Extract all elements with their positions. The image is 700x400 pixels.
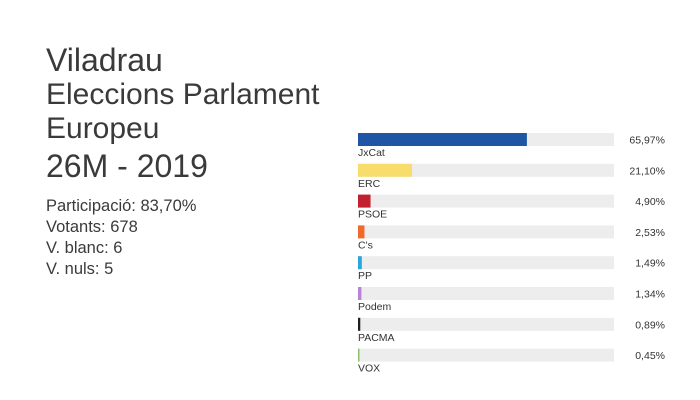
voters-stat: Votants: 678	[46, 218, 138, 236]
category-label-jxcat: JxCat	[358, 147, 385, 159]
value-label-cs: 2,53%	[635, 227, 665, 239]
category-label-vox: VOX	[358, 363, 380, 375]
blank-votes-stat: V. blanc: 6	[46, 239, 123, 257]
bar-erc	[358, 163, 413, 177]
bar-track-erc	[358, 163, 614, 177]
bar-track-vox	[358, 348, 614, 362]
value-label-pp: 1,49%	[635, 258, 665, 270]
bar-track-podem	[358, 287, 614, 300]
bar-cs	[358, 225, 365, 239]
value-label-vox: 0,45%	[635, 350, 665, 362]
bar-jxcat	[358, 133, 527, 146]
bar-pp	[358, 256, 362, 270]
turnout-stats: Participació: 83,70% Votants: 678 V. bla…	[46, 196, 319, 280]
results-header: Viladrau Eleccions Parlament Europeu 26M…	[46, 42, 319, 280]
value-label-psoe: 4,90%	[635, 196, 665, 208]
category-label-psoe: PSOE	[358, 209, 387, 221]
category-label-pacma: PACMA	[358, 332, 395, 344]
bar-pacma	[358, 317, 361, 331]
bar-podem	[358, 287, 362, 300]
bar-psoe	[358, 194, 371, 208]
municipality-title: Viladrau	[46, 42, 163, 78]
bar-track-pp	[358, 256, 614, 270]
bar-track-cs	[358, 225, 614, 239]
election-title-line2: Europeu	[46, 112, 160, 145]
value-label-podem: 1,34%	[635, 289, 665, 301]
election-date: 26M - 2019	[46, 148, 208, 184]
category-label-pp: PP	[358, 270, 372, 282]
category-label-podem: Podem	[358, 301, 392, 313]
value-label-erc: 21,10%	[629, 165, 665, 177]
bar-track-psoe	[358, 194, 614, 208]
category-label-cs: C's	[358, 239, 373, 251]
value-label-pacma: 0,89%	[635, 319, 665, 331]
bar-track-pacma	[358, 317, 614, 331]
value-label-jxcat: 65,97%	[629, 135, 665, 147]
bar-vox	[358, 348, 360, 362]
participation-stat: Participació: 83,70%	[46, 197, 197, 215]
null-votes-stat: V. nuls: 5	[46, 260, 114, 278]
category-label-erc: ERC	[358, 178, 381, 190]
results-bar-chart: JxCat 65,97% ERC 21,10% PSOE 4,90% C's 2,53% PP 1…	[358, 133, 665, 375]
election-title-line1: Eleccions Parlament	[46, 78, 320, 111]
